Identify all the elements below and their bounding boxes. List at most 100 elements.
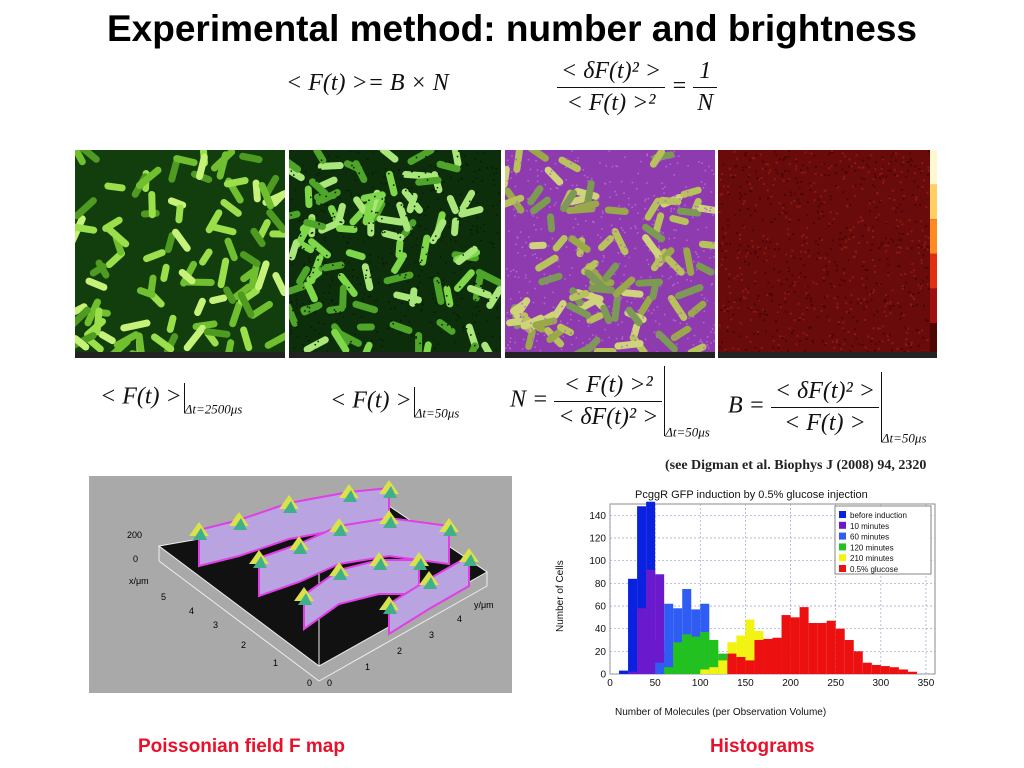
- cell-rod: [105, 226, 130, 248]
- noise-dot: [328, 314, 331, 316]
- noise-dot: [871, 337, 874, 340]
- noise-dot: [761, 240, 764, 243]
- noise-dot: [823, 296, 826, 299]
- noise-dot: [473, 282, 475, 284]
- noise-dot: [898, 265, 901, 268]
- noise-dot: [470, 334, 472, 336]
- noise-dot: [456, 292, 458, 295]
- noise-dot: [835, 339, 838, 342]
- noise-dot: [818, 217, 821, 220]
- noise-dot: [290, 301, 293, 303]
- histogram-bar: [736, 657, 746, 674]
- noise-dot: [868, 202, 871, 205]
- cell-rod: [415, 176, 442, 186]
- noise-dot: [772, 346, 775, 349]
- noise-dot: [440, 208, 442, 210]
- noise-dot: [492, 243, 495, 245]
- noise-dot: [565, 179, 568, 181]
- noise-dot: [805, 236, 808, 239]
- noise-dot: [399, 274, 401, 276]
- eq3-sub: Δt=2500μs: [184, 401, 243, 417]
- noise-dot: [289, 256, 292, 259]
- noise-dot: [851, 316, 854, 319]
- noise-dot: [789, 194, 792, 197]
- cell-rod: [638, 295, 654, 316]
- noise-dot: [768, 293, 771, 296]
- noise-dot: [555, 201, 557, 204]
- noise-dot: [570, 162, 572, 165]
- noise-dot: [908, 291, 911, 294]
- noise-dot: [697, 228, 699, 231]
- noise-dot: [750, 190, 753, 193]
- noise-dot: [308, 257, 310, 260]
- noise-dot: [446, 324, 449, 326]
- noise-dot: [899, 246, 902, 249]
- noise-dot: [415, 244, 417, 246]
- noise-dot: [534, 253, 536, 255]
- noise-dot: [697, 205, 699, 208]
- noise-dot: [888, 162, 891, 165]
- noise-dot: [759, 312, 762, 315]
- noise-dot: [711, 283, 713, 285]
- noise-dot: [847, 331, 850, 334]
- noise-dot: [750, 239, 753, 242]
- noise-dot: [882, 179, 885, 182]
- noise-dot: [514, 185, 517, 188]
- noise-dot: [300, 245, 302, 248]
- noise-dot: [773, 218, 776, 221]
- noise-dot: [809, 297, 812, 300]
- noise-dot: [560, 348, 563, 351]
- noise-dot: [662, 232, 664, 234]
- noise-dot: [400, 204, 403, 206]
- noise-dot: [754, 250, 757, 253]
- noise-dot: [798, 316, 801, 319]
- noise-dot: [593, 221, 595, 224]
- noise-dot: [842, 177, 845, 180]
- noise-dot: [917, 246, 920, 249]
- noise-dot: [832, 217, 835, 220]
- noise-dot: [826, 295, 829, 298]
- noise-dot: [647, 309, 650, 312]
- noise-dot: [732, 347, 735, 350]
- poissonian-3d-map: 200 0 x/μm 5 4 3 2 1 0 y/μm 4 3 2 1 0: [89, 476, 512, 693]
- noise-dot: [700, 339, 702, 341]
- noise-dot: [764, 167, 767, 170]
- noise-dot: [676, 273, 678, 276]
- noise-dot: [702, 186, 705, 189]
- noise-dot: [319, 168, 322, 170]
- noise-dot: [881, 242, 884, 245]
- noise-dot: [787, 270, 790, 273]
- noise-dot: [799, 257, 802, 260]
- noise-dot: [621, 338, 623, 340]
- noise-dot: [872, 229, 875, 232]
- noise-dot: [788, 170, 791, 173]
- noise-dot: [878, 327, 881, 330]
- noise-dot: [772, 340, 775, 343]
- histogram-bar: [808, 623, 818, 674]
- noise-dot: [820, 212, 823, 215]
- noise-dot: [738, 251, 741, 254]
- eq2-denominator: < F(t) >²: [566, 90, 656, 116]
- cell-rod: [178, 268, 196, 285]
- noise-dot: [419, 225, 421, 228]
- noise-dot: [430, 190, 432, 192]
- noise-dot: [904, 273, 907, 276]
- noise-dot: [380, 213, 382, 216]
- noise-dot: [728, 285, 731, 288]
- noise-dot: [397, 168, 400, 171]
- cell-rod: [296, 266, 311, 285]
- noise-dot: [724, 256, 727, 259]
- noise-dot: [420, 310, 422, 312]
- noise-dot: [408, 289, 410, 291]
- histogram-bar: [871, 664, 881, 674]
- noise-dot: [449, 161, 451, 163]
- noise-dot: [701, 286, 703, 289]
- noise-dot: [778, 303, 781, 306]
- noise-dot: [866, 269, 869, 272]
- noise-dot: [620, 296, 623, 299]
- noise-dot: [772, 335, 775, 338]
- cell-rod: [486, 286, 501, 309]
- noise-dot: [822, 339, 825, 342]
- noise-dot: [886, 302, 889, 305]
- noise-dot: [318, 172, 320, 175]
